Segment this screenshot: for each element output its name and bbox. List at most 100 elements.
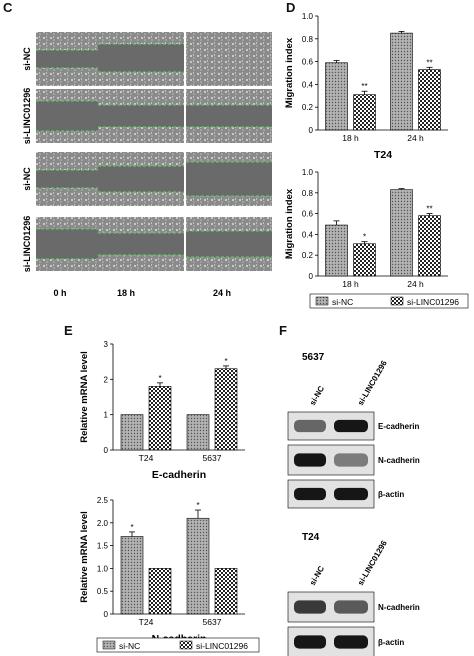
band-label: β-actin	[378, 638, 404, 647]
legend-label: si-LINC01296	[196, 641, 248, 651]
blot-band	[334, 487, 368, 501]
y-tick-label: 1.0	[97, 564, 109, 573]
y-tick-label: 0	[104, 446, 109, 455]
legend-swatch-si-nc	[102, 640, 116, 650]
y-tick-label: 0.5	[97, 587, 109, 596]
significance-marker: *	[130, 523, 133, 532]
bar-si-nc	[120, 536, 144, 615]
y-tick-label: 0.2	[302, 251, 314, 260]
bar-si-linc01296	[353, 243, 376, 277]
wound-gap	[98, 44, 184, 72]
micrograph-grid: si-NC si-LINC01296 si-NC si-LINC01296 0 h 18…	[22, 32, 272, 298]
significance-marker: *	[196, 501, 199, 510]
blot-strip	[287, 444, 375, 476]
legend-swatch-si-linc01296	[390, 296, 404, 306]
bar-si-linc01296	[148, 386, 172, 451]
bar-si-linc01296	[148, 568, 172, 615]
x-tick-label: 18 h	[342, 279, 359, 289]
x-tick-label: T24	[139, 617, 154, 627]
band-label: β-actin	[378, 490, 404, 499]
bar-si-nc	[186, 414, 210, 451]
row-label: si-LINC01296	[22, 216, 32, 273]
micrograph-cell	[98, 152, 184, 206]
bar-si-nc	[390, 32, 413, 131]
bar-si-linc01296	[214, 568, 238, 615]
blot-band	[294, 600, 326, 614]
x-tick-label: 24 h	[407, 279, 424, 289]
legend-label: si-NC	[119, 641, 140, 651]
micrograph-cell	[186, 217, 272, 271]
blot-band	[294, 635, 326, 649]
bar-si-nc	[325, 62, 348, 131]
chart-subtitle: T24	[374, 149, 392, 161]
legend-swatch-si-nc	[315, 296, 329, 306]
y-tick-label: 1	[104, 411, 109, 420]
wound-gap	[186, 231, 272, 257]
panel-letter-c: C	[3, 0, 13, 15]
y-tick-label: 0.6	[302, 210, 314, 219]
bar-si-linc01296	[418, 215, 441, 277]
wound-gap	[98, 166, 184, 192]
significance-marker: *	[158, 374, 161, 383]
significance-marker: *	[224, 357, 227, 366]
y-tick-label: 0.8	[302, 189, 314, 198]
legend-box	[309, 293, 469, 309]
blot-band	[334, 453, 368, 467]
micrograph-cell	[186, 89, 272, 143]
panel-letter-e: E	[64, 323, 73, 338]
blot-band	[334, 600, 368, 614]
y-tick-label: 0	[309, 272, 314, 281]
blot-band	[294, 419, 326, 433]
wound-gap	[186, 162, 272, 196]
y-axis-label: Migration index	[284, 188, 295, 259]
y-tick-label: 0.4	[302, 230, 314, 239]
lane-label: si-LINC01296	[356, 539, 389, 587]
band-label: N-cadherin	[378, 456, 420, 465]
lane-label: si-NC	[308, 564, 326, 587]
wound-gap	[186, 105, 272, 127]
legend-box	[96, 637, 260, 653]
micrograph-cell	[98, 32, 184, 86]
panel-letter-d: D	[286, 0, 296, 15]
blot-strip	[287, 411, 375, 441]
y-tick-label: 2.0	[97, 519, 109, 528]
y-axis-label: Relative mRNA level	[79, 351, 90, 443]
y-tick-label: 0	[309, 126, 314, 135]
bar-si-linc01296	[353, 94, 376, 131]
band-label: N-cadherin	[378, 603, 420, 612]
bar-si-nc	[120, 414, 144, 451]
migration-charts: 0 0.2 0.4 0.6 0.8 1.0 Migration index ** 18 h ** 2…	[284, 12, 469, 309]
micrograph-cell	[186, 32, 272, 86]
x-tick-label: T24	[139, 453, 154, 463]
lane-label: si-NC	[308, 384, 326, 407]
legend-label: si-NC	[332, 297, 353, 307]
legend-label: si-LINC01296	[407, 297, 459, 307]
row-label: si-NC	[22, 47, 32, 71]
y-tick-label: 1.0	[302, 12, 314, 21]
wound-gap	[98, 105, 184, 127]
y-tick-label: 1.0	[302, 168, 314, 177]
bar-si-nc	[186, 517, 210, 615]
legend-swatch-si-linc01296	[179, 640, 193, 650]
significance-marker: **	[426, 58, 432, 67]
x-tick-label: 5637	[203, 617, 222, 627]
bar-si-linc01296	[418, 69, 441, 131]
x-tick-label: 5637	[203, 453, 222, 463]
wound-gap	[98, 233, 184, 255]
row-label: si-LINC01296	[22, 88, 32, 145]
y-tick-label: 0.6	[302, 58, 314, 67]
column-label: 0 h	[53, 288, 66, 298]
chart-subtitle: E-cadherin	[152, 469, 206, 481]
y-tick-label: 0.4	[302, 80, 314, 89]
bar-si-nc	[390, 189, 413, 277]
legend-panel-d: si-NC si-LINC01296	[309, 293, 469, 309]
column-label: 18 h	[117, 288, 135, 298]
micrograph-cell	[98, 89, 184, 143]
y-tick-label: 2	[104, 375, 109, 384]
y-tick-label: 0.8	[302, 35, 314, 44]
y-tick-label: 3	[104, 340, 109, 349]
lane-label: si-LINC01296	[356, 359, 389, 407]
significance-marker: *	[363, 233, 366, 242]
blot-band	[294, 487, 326, 501]
y-tick-label: 1.5	[97, 542, 109, 551]
